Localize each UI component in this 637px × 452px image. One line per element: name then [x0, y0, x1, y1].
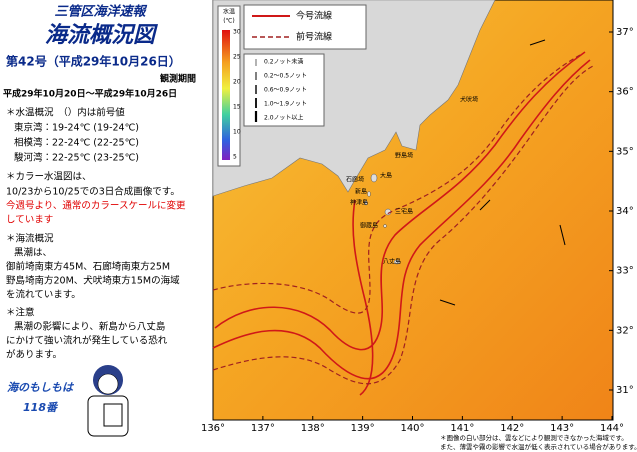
place-label: 大島: [380, 172, 392, 180]
slogan: 118番: [23, 401, 59, 414]
place-label: 新島: [355, 188, 367, 196]
previous-lines: [212, 54, 596, 385]
period-label: 観測期間: [160, 73, 196, 85]
current-lines: [212, 51, 591, 396]
lat-label: 31°: [616, 385, 634, 396]
lon-label: 139°: [351, 423, 375, 434]
section-heading: ＊カラー水温図は、: [6, 171, 92, 183]
issue: 第42号（平成29年10月26日）: [5, 54, 181, 69]
footnote: また、薄雲や霧の影響で水温が低く表示されている場合があります。: [440, 442, 637, 451]
line-legend-box: [243, 4, 367, 50]
lon-label: 140°: [400, 423, 424, 434]
speed-legend-box: [243, 53, 325, 127]
current-line: を流れています。: [6, 289, 81, 301]
colorbar-tick: 15: [233, 104, 241, 111]
colorbar-title: 水温: [223, 8, 235, 16]
speed-label: 2.0ノット以上: [264, 114, 303, 122]
place-label: 御蔵島: [360, 222, 378, 230]
section-heading: ＊水温概況 （）内は前号値: [6, 107, 125, 119]
speed-label: 0.6～0.9ノット: [264, 87, 307, 94]
lon-label: 136°: [201, 423, 225, 434]
colorbar-tick: 10: [233, 129, 241, 136]
place-label: 八丈島: [383, 258, 401, 266]
notice-line: 今週号より、通常のカラースケールに変更: [6, 200, 186, 212]
current-arrows: [439, 39, 566, 306]
speed-label: 0.2～0.5ノット: [264, 73, 307, 80]
legend-current: 今号流線: [296, 10, 332, 22]
mascot: [87, 365, 129, 437]
lon-label: 138°: [301, 423, 325, 434]
lat-label: 37°: [616, 27, 634, 38]
period: 平成29年10月20日～平成29年10月26日: [3, 88, 177, 100]
lat-label: 33°: [616, 266, 634, 277]
slogan: 海のもしもは: [7, 381, 75, 394]
speed-label: 0.2ノット未満: [264, 58, 303, 66]
temperature-row: 相模湾：22-24℃ (22-25℃): [14, 137, 139, 149]
note-line: 10/23から10/25での3日合成画像です。: [6, 186, 180, 198]
legend-previous: 前号流線: [296, 31, 332, 43]
footnote: ＊画像の白い部分は、雲などにより観測できなかった海域です。: [440, 433, 628, 442]
speed-label: 1.0～1.9ノット: [264, 101, 307, 108]
colorbar-tick: 20: [233, 79, 241, 86]
place-label: 石廊埼: [346, 176, 364, 184]
lat-label: 35°: [616, 146, 634, 157]
current-line: 御前埼南東方45M、石廊埼南東方25M: [6, 261, 170, 273]
place-label: 野島埼: [395, 152, 413, 160]
colorbar: [222, 30, 230, 160]
current-line: 黒潮は、: [14, 247, 52, 259]
lon-label: 144°: [600, 423, 624, 434]
place-label: 犬吠埼: [460, 96, 478, 104]
temperature-row: 駿河湾：22-25℃ (23-25℃): [14, 152, 139, 164]
agency: 三管区海洋速報: [54, 4, 147, 20]
caution-line: 黒潮の影響により、新島から八丈島: [14, 321, 165, 333]
lat-label: 36°: [616, 87, 634, 98]
section-heading: ＊海流概況: [6, 233, 54, 245]
lat-label: 32°: [616, 325, 634, 336]
colorbar-unit: (℃): [223, 18, 234, 25]
caution-line: にかけて強い流れが発生している恐れ: [6, 335, 168, 347]
place-label: 神津島: [350, 199, 368, 207]
lon-label: 142°: [500, 423, 524, 434]
lon-label: 141°: [450, 423, 474, 434]
lon-label: 137°: [251, 423, 275, 434]
colorbar-tick: 5: [233, 154, 237, 161]
caution-line: があります。: [6, 349, 62, 361]
temperature-row: 東京湾：19-24℃ (19-24℃): [14, 122, 139, 134]
lat-label: 34°: [616, 206, 634, 217]
lon-label: 143°: [550, 423, 574, 434]
current-line: 野島埼南方20M、犬吠埼東方15Mの海域: [6, 275, 180, 287]
colorbar-tick: 25: [233, 54, 241, 61]
section-heading: ＊注意: [6, 307, 35, 319]
colorbar-tick: 30: [233, 29, 241, 36]
place-label: 三宅島: [395, 208, 413, 216]
title: 海流概況図: [45, 23, 159, 48]
notice-line: しています: [6, 215, 53, 226]
